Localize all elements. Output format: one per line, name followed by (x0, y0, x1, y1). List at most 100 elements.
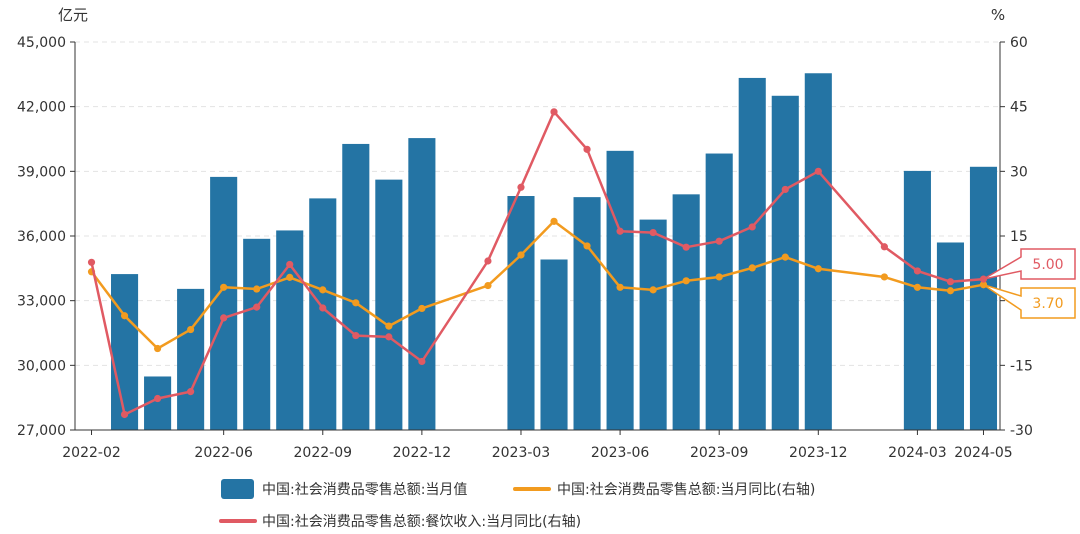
callout-value-1: 3.70 (1032, 296, 1063, 312)
line-point-1 (484, 281, 492, 290)
bar-2022-12 (408, 138, 436, 430)
line-point-1 (418, 304, 426, 313)
bar-2023-10 (738, 77, 766, 431)
x-tick-label: 2022-02 (62, 445, 121, 461)
line-point-1 (748, 264, 756, 272)
y-right-tick-label: 30 (1010, 164, 1028, 180)
line-point-2 (550, 108, 558, 116)
bar-2023-11 (771, 95, 799, 430)
line-point-1 (120, 312, 129, 320)
callout-box-1 (983, 283, 1076, 319)
line-point-1 (253, 285, 261, 293)
line-point-1 (583, 242, 591, 250)
tick-labels: 27,000-3030,000-1533,000036,0001539,0003… (17, 35, 1033, 461)
line-point-2 (583, 145, 591, 153)
line-point-2 (649, 228, 657, 237)
line-point-2 (253, 303, 261, 311)
y-left-tick-label: 39,000 (17, 164, 66, 180)
y-right-tick-label: -15 (1010, 358, 1033, 374)
bar-2023-12 (804, 73, 832, 430)
line-point-2 (484, 257, 492, 265)
line-series (87, 108, 988, 419)
line-point-1 (550, 217, 558, 225)
line-point-2 (319, 304, 327, 312)
value-callouts: 5.00 3.70 (983, 248, 1076, 319)
bar-2022-07 (243, 238, 271, 430)
line-point-2 (715, 237, 723, 245)
legend-swatch-bar (221, 479, 254, 499)
bar-2023-05 (573, 197, 601, 430)
y-left-tick-label: 27,000 (17, 423, 66, 439)
x-tick-label: 2022-06 (194, 445, 253, 461)
bar-2023-07 (639, 219, 667, 430)
bar-2024-04 (936, 242, 964, 430)
left-axis-unit: 亿元 (58, 6, 88, 24)
bar-series (111, 73, 998, 431)
line-point-2 (418, 357, 426, 366)
line-point-2 (781, 185, 789, 194)
line-point-1 (913, 283, 922, 291)
bar-2024-03 (903, 170, 931, 430)
line-point-2 (187, 388, 195, 396)
bar-2022-08 (276, 230, 304, 430)
line-point-2 (385, 333, 393, 341)
line-point-2 (616, 227, 624, 235)
y-right-tick-label: 15 (1010, 229, 1028, 245)
bar-2024-05 (969, 166, 998, 431)
x-tick-label: 2024-05 (954, 445, 1013, 461)
line-point-2 (220, 314, 228, 322)
x-tick-label: 2023-03 (492, 445, 551, 461)
callout-value-0: 5.00 (1032, 257, 1063, 273)
line-point-1 (715, 273, 723, 281)
x-tick-label: 2024-03 (888, 445, 947, 461)
line-point-1 (153, 344, 162, 353)
line-series-2 (90, 110, 984, 416)
legend-label-retail-yoy: 中国:社会消费品零售总额:当月同比(右轴) (557, 482, 815, 498)
line-point-2 (153, 394, 162, 403)
line-series-1 (90, 220, 984, 350)
bar-2022-06 (210, 176, 238, 430)
y-left-tick-label: 36,000 (17, 229, 66, 245)
y-left-tick-label: 30,000 (17, 358, 66, 374)
x-tick-label: 2022-12 (393, 445, 452, 461)
y-left-tick-label: 33,000 (17, 294, 66, 310)
line-point-2 (946, 278, 955, 286)
y-right-tick-label: 60 (1010, 35, 1028, 51)
line-point-2 (286, 260, 294, 269)
line-point-1 (517, 251, 525, 259)
line-point-2 (87, 258, 96, 266)
line-point-1 (319, 286, 327, 294)
bar-2023-04 (540, 259, 568, 430)
axes: 亿元 % (58, 6, 1005, 435)
line-point-1 (880, 273, 888, 281)
bar-2023-08 (672, 194, 700, 430)
x-tick-label: 2023-09 (690, 445, 749, 461)
line-point-2 (880, 243, 888, 251)
line-point-1 (286, 273, 294, 281)
legend-label-catering-yoy: 中国:社会消费品零售总额:餐饮收入:当月同比(右轴) (262, 514, 581, 530)
bar-2022-05 (177, 288, 205, 430)
line-point-1 (616, 283, 624, 291)
y-left-tick-label: 45,000 (17, 35, 66, 51)
line-point-2 (120, 410, 129, 419)
y-right-tick-label: 45 (1010, 100, 1028, 116)
x-tick-label: 2023-12 (789, 445, 848, 461)
bar-2023-03 (507, 196, 535, 430)
line-point-1 (682, 277, 690, 285)
y-right-tick-label: -30 (1010, 423, 1033, 439)
bar-2022-03 (111, 274, 139, 430)
legend-label-bar: 中国:社会消费品零售总额:当月值 (262, 482, 467, 498)
line-point-2 (682, 243, 690, 251)
line-point-2 (748, 223, 756, 231)
line-point-2 (517, 183, 525, 191)
line-point-1 (781, 253, 789, 261)
line-point-2 (352, 331, 360, 340)
line-point-1 (946, 287, 955, 295)
line-point-1 (649, 286, 657, 294)
y-left-tick-label: 42,000 (17, 100, 66, 116)
line-point-1 (352, 299, 360, 307)
bar-2023-09 (705, 153, 733, 430)
right-axis-unit: % (991, 6, 1005, 24)
line-point-1 (385, 322, 393, 330)
